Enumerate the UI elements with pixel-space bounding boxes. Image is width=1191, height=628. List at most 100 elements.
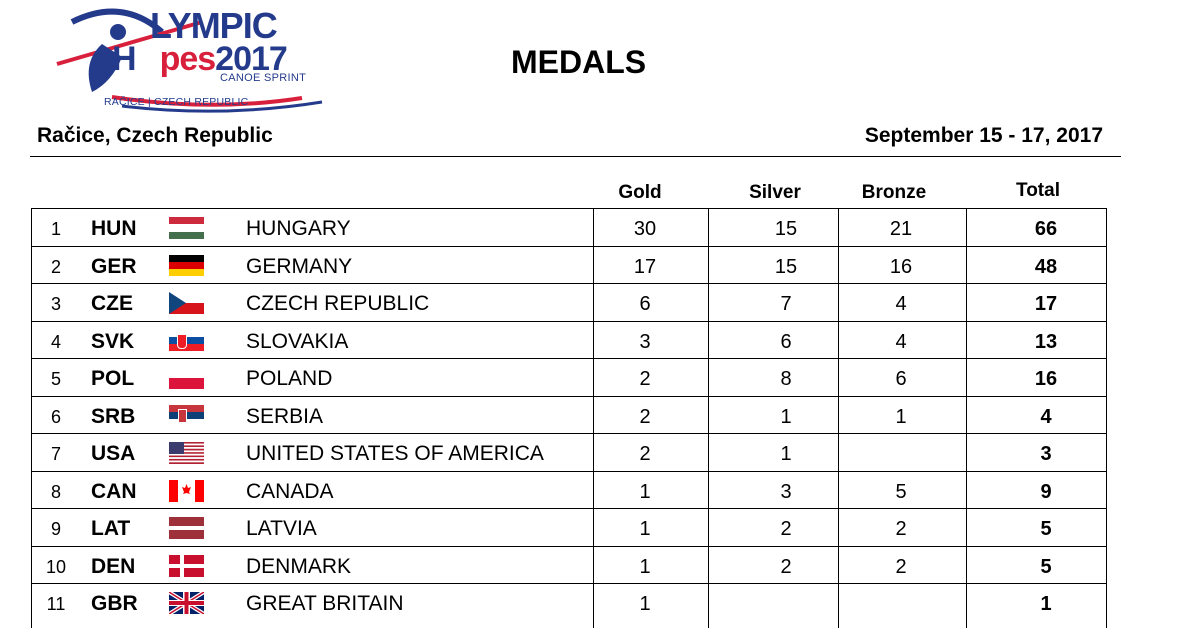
gold-count-cell: 30 [633,218,657,240]
bronze-count-cell: 2 [895,518,907,540]
country-code-cell: POL [91,367,135,390]
table-divider-gold [593,208,594,628]
gold-count-cell: 1 [639,480,651,503]
logo-letter-h: H [112,40,137,78]
country-name-cell: UNITED STATES OF AMERICA [246,442,544,465]
medal-table: 1 HUN HUNGARY 30 15 21 66 2 GER GERMANY 17 15 16 48 3 C… [31,208,1107,615]
country-name-cell: POLAND [246,367,333,390]
bronze-count-cell: 1 [895,405,907,428]
table-row: 6 SRB SERBIA 2 1 1 4 [31,395,1107,434]
total-count-cell: 5 [1040,518,1052,540]
column-header-silver: Silver [749,182,801,203]
country-name-cell: CANADA [246,479,334,503]
table-row: 3 CZE CZECH REPUBLIC 6 7 4 17 [31,283,1107,321]
bronze-count-cell [839,584,963,621]
gold-count-cell: 2 [639,368,651,390]
column-header-total: Total [1016,180,1060,201]
silver-count-cell: 3 [780,480,792,503]
rank-cell: 10 [45,556,67,577]
column-header-gold: Gold [618,182,662,203]
total-count-cell: 5 [1040,555,1052,578]
table-divider-total [966,208,967,628]
canada-flag-icon [169,479,204,502]
header-divider [30,156,1121,157]
country-name-cell: SLOVAKIA [246,329,349,353]
hungary-flag-icon [169,217,204,239]
silver-count-cell: 7 [780,293,792,315]
gold-count-cell: 17 [633,255,657,278]
silver-count-cell: 1 [780,405,792,428]
gold-count-cell: 2 [639,405,651,428]
table-row: 5 POL POLAND 2 8 6 16 [31,358,1107,396]
silver-count-cell: 2 [780,518,792,540]
rank-cell: 1 [50,219,61,239]
page-title: MEDALS [511,44,647,80]
denmark-flag-icon [169,554,204,577]
table-row: 7 USA UNITED STATES OF AMERICA 2 1 3 [31,433,1107,471]
bronze-count-cell: 6 [895,368,907,390]
bronze-count-cell: 21 [889,218,913,240]
bronze-count-cell: 4 [895,330,907,353]
total-count-cell: 4 [1040,405,1052,428]
column-header-bronze: Bronze [861,182,927,203]
gold-count-cell: 2 [639,443,651,465]
country-code-cell: CZE [91,292,133,315]
bronze-count-cell: 2 [895,555,907,578]
country-code-cell: GER [91,254,137,278]
rank-cell: 3 [50,294,61,314]
table-row: 8 CAN CANADA 1 3 5 9 [31,470,1107,509]
canoe-athlete-logo-icon [56,8,323,113]
table-border-left [31,208,32,628]
table-row: 1 HUN HUNGARY 30 15 21 66 [31,208,1107,246]
gold-count-cell: 1 [639,518,651,540]
slovakia-flag-icon [169,329,204,352]
great-britain-flag-icon [169,592,204,614]
country-code-cell: SRB [91,404,136,428]
logo-location: RAČICE | CZECH REPUBLIC [104,96,249,108]
country-code-cell: DEN [91,554,136,578]
country-code-cell: GBR [91,592,138,615]
silver-count-cell: 6 [780,330,792,353]
total-count-cell: 13 [1034,330,1058,353]
silver-count-cell: 15 [774,255,798,278]
country-code-cell: SVK [91,329,135,353]
total-count-cell: 17 [1034,293,1058,315]
rank-cell: 5 [50,369,61,389]
rank-cell: 6 [50,406,61,427]
germany-flag-icon [169,254,204,277]
logo-word-olympic: LYMPIC [150,5,278,46]
table-divider-silver [708,208,709,628]
country-name-cell: GREAT BRITAIN [246,592,404,615]
total-count-cell: 48 [1034,255,1058,278]
logo-year: 2017 [215,40,288,78]
rank-cell: 2 [50,256,61,277]
country-name-cell: DENMARK [246,554,352,578]
total-count-cell: 3 [1040,443,1052,465]
logo-word-pes: pes [159,40,217,78]
bronze-count-cell: 5 [895,480,907,503]
table-row: 9 LAT LATVIA 1 2 2 5 [31,508,1107,546]
country-code-cell: CAN [91,479,137,503]
bronze-count-cell [839,434,963,471]
event-dates: September 15 - 17, 2017 [864,124,1103,147]
total-count-cell: 66 [1034,218,1058,240]
table-divider-bronze [838,208,839,628]
table-row: 2 GER GERMANY 17 15 16 48 [31,245,1107,284]
country-name-cell: LATVIA [246,517,317,540]
rank-cell: 9 [50,519,61,539]
country-name-cell: CZECH REPUBLIC [246,292,430,315]
gold-count-cell: 1 [639,555,651,578]
gold-count-cell: 6 [639,293,651,315]
silver-count-cell: 2 [780,555,792,578]
rank-cell: 7 [50,444,61,464]
gold-count-cell: 1 [639,593,651,615]
serbia-flag-icon [169,404,204,427]
total-count-cell: 16 [1034,368,1058,390]
country-code-cell: USA [91,442,136,465]
country-name-cell: GERMANY [246,254,353,278]
gold-count-cell: 3 [639,330,651,353]
latvia-flag-icon [169,517,204,539]
poland-flag-icon [169,367,204,389]
